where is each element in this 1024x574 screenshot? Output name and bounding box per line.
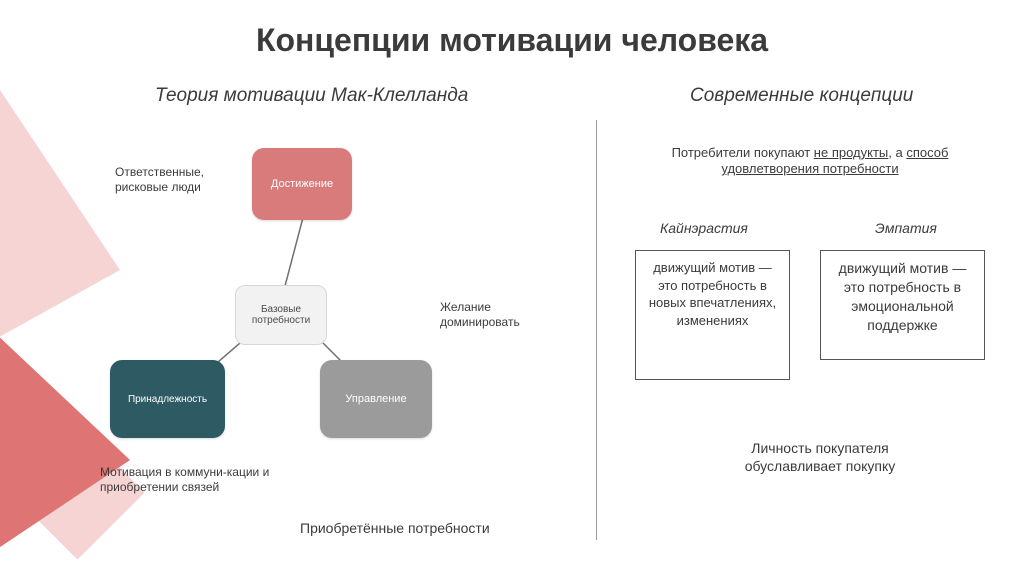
decor-triangle-light (0, 90, 120, 370)
node-affiliation: Принадлежность (110, 360, 225, 438)
node-center: Базовые потребности (235, 285, 327, 345)
concept-box-0-text: движущий мотив — это потребность в новых… (649, 260, 776, 328)
node-affiliation-label: Принадлежность (128, 394, 207, 405)
concept-title-1: Эмпатия (875, 220, 937, 238)
note-bottom: Приобретённые потребности (300, 520, 530, 538)
node-achievement: Достижение (252, 148, 352, 220)
vertical-divider (596, 120, 597, 540)
subtitle-right: Современные концепции (690, 85, 913, 107)
note-power: Желание доминировать (440, 300, 560, 330)
node-achievement-label: Достижение (271, 178, 333, 190)
note-affiliation: Мотивация в коммуни-кации и приобретении… (100, 465, 270, 495)
node-center-label: Базовые потребности (236, 304, 326, 326)
right-footer: Личность покупателя обуславливает покупк… (710, 440, 930, 475)
page-title: Концепции мотивации человека (0, 22, 1024, 59)
note-achievement: Ответственные, рисковые люди (115, 165, 245, 195)
right-intro: Потребители покупают не продукты, а спос… (640, 145, 980, 178)
concept-box-1-text: движущий мотив — это потребность в эмоци… (839, 260, 967, 333)
concept-box-0: движущий мотив — это потребность в новых… (635, 250, 790, 380)
node-power-label: Управление (345, 393, 406, 405)
concept-box-1: движущий мотив — это потребность в эмоци… (820, 250, 985, 360)
concept-title-0: Кайнэрастия (660, 220, 748, 238)
subtitle-left: Теория мотивации Мак-Клелланда (155, 85, 468, 107)
node-power: Управление (320, 360, 432, 438)
